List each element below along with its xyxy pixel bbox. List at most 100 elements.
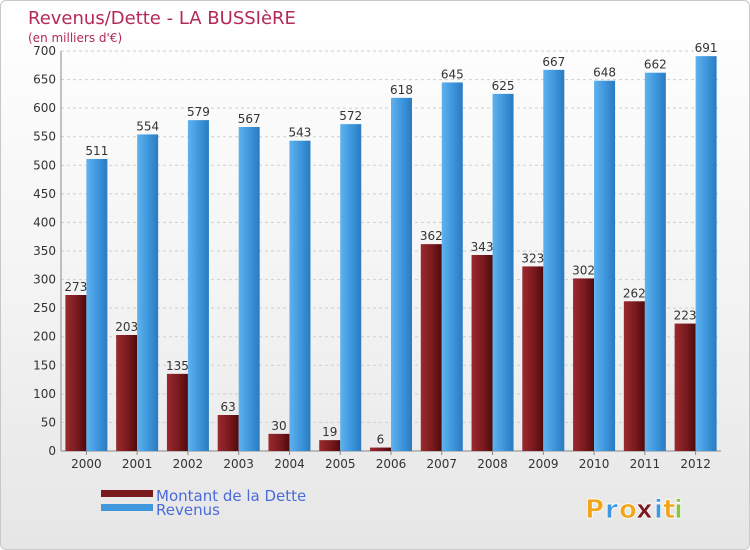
legend-label-revenus: Revenus — [156, 501, 220, 519]
bar-revenus — [187, 120, 209, 452]
bar-revenus — [644, 72, 666, 451]
y-axis: 0 50 100 150 200 250 300 350 400 450 500 550 600 650 7… — [33, 44, 62, 458]
x-tick-label: 2011 — [630, 457, 661, 471]
y-tick-label: 650 — [33, 73, 56, 87]
value-label-dette: 302 — [572, 263, 595, 277]
logo-letter: t — [663, 495, 675, 525]
x-axis: 2000 2001 2002 2003 2004 2005 2006 2007 2008 2009… — [71, 451, 711, 471]
legend: Montant de la Dette Revenus — [101, 487, 306, 519]
logo-letter: P — [585, 495, 604, 525]
value-label-revenus: 511 — [85, 144, 108, 158]
bar-dette — [268, 433, 290, 451]
bar-revenus — [238, 127, 260, 451]
y-tick-label: 100 — [33, 387, 56, 401]
value-label-dette: 262 — [623, 286, 646, 300]
value-label-revenus: 645 — [441, 67, 464, 81]
value-label-revenus: 625 — [492, 79, 515, 93]
value-label-revenus: 579 — [187, 105, 210, 119]
y-tick-label: 700 — [33, 44, 56, 58]
value-label-revenus: 648 — [593, 66, 616, 80]
bar-revenus — [289, 140, 311, 451]
y-tick-label: 500 — [33, 158, 56, 172]
value-label-dette: 30 — [271, 419, 286, 433]
x-tick-label: 2004 — [274, 457, 305, 471]
bar-revenus — [86, 159, 108, 451]
value-label-dette: 223 — [674, 309, 697, 323]
x-tick-label: 2008 — [477, 457, 508, 471]
legend-swatch-revenus — [101, 504, 153, 511]
bar-dette — [522, 266, 544, 451]
value-label-dette: 362 — [420, 229, 443, 243]
value-label-revenus: 662 — [644, 58, 667, 72]
value-label-dette: 203 — [115, 320, 138, 334]
value-label-revenus: 667 — [542, 55, 565, 69]
value-label-dette: 19 — [322, 425, 337, 439]
chart-subtitle: (en milliers d'€) — [28, 31, 122, 45]
bar-dette — [217, 415, 239, 451]
y-tick-label: 0 — [48, 444, 56, 458]
chart-title: Revenus/Dette - LA BUSSIèRE — [28, 8, 296, 29]
legend-swatch-debt — [101, 490, 153, 497]
bar-dette — [471, 255, 493, 451]
value-label-revenus: 567 — [238, 112, 261, 126]
logo-letter: o — [619, 495, 637, 525]
y-tick-label: 300 — [33, 273, 56, 287]
y-tick-label: 550 — [33, 130, 56, 144]
logo-letter: i — [674, 495, 683, 525]
y-tick-label: 50 — [41, 415, 56, 429]
value-label-revenus: 543 — [289, 126, 312, 140]
bar-revenus — [594, 80, 616, 451]
value-label-revenus: 691 — [695, 41, 718, 55]
x-tick-label: 2000 — [71, 457, 102, 471]
bar-dette — [370, 447, 391, 451]
y-tick-label: 250 — [33, 301, 56, 315]
bar-revenus — [695, 56, 717, 452]
value-label-revenus: 572 — [339, 109, 362, 123]
y-tick-label: 450 — [33, 187, 56, 201]
value-label-dette: 343 — [471, 240, 494, 254]
bar-dette — [573, 278, 595, 451]
bar-dette — [623, 301, 645, 451]
bar-revenus — [543, 69, 565, 451]
bar-dette — [674, 323, 696, 451]
y-tick-label: 400 — [33, 215, 56, 229]
bars-group: 273 511 203 554 135 579 63 567 30 543 19 572 6 618 362… — [64, 41, 718, 452]
bar-revenus — [340, 124, 362, 452]
x-tick-label: 2001 — [122, 457, 153, 471]
bar-dette — [319, 440, 341, 451]
y-tick-label: 600 — [33, 101, 56, 115]
bar-dette — [166, 373, 188, 451]
bar-revenus — [492, 93, 514, 451]
legend-label-debt: Montant de la Dette — [156, 487, 306, 505]
x-tick-label: 2003 — [223, 457, 254, 471]
x-tick-label: 2005 — [325, 457, 356, 471]
value-label-dette: 6 — [377, 433, 385, 447]
y-tick-label: 150 — [33, 358, 56, 372]
bar-revenus — [391, 97, 412, 451]
value-label-dette: 63 — [221, 400, 236, 414]
x-tick-label: 2007 — [426, 457, 457, 471]
logo-letter: r — [605, 495, 618, 525]
x-tick-label: 2002 — [173, 457, 204, 471]
bar-dette — [420, 244, 442, 451]
y-tick-label: 200 — [33, 330, 56, 344]
bar-revenus — [441, 82, 463, 451]
bar-revenus — [137, 134, 159, 451]
x-tick-label: 2012 — [680, 457, 711, 471]
y-tick-label: 350 — [33, 244, 56, 258]
value-label-dette: 273 — [64, 280, 87, 294]
x-tick-label: 2006 — [376, 457, 407, 471]
x-tick-label: 2009 — [528, 457, 559, 471]
value-label-revenus: 618 — [390, 83, 413, 97]
bar-dette — [116, 335, 138, 451]
logo-letter: i — [654, 495, 663, 525]
value-label-revenus: 554 — [136, 119, 159, 133]
logo-letter: x — [636, 495, 653, 525]
value-label-dette: 135 — [166, 359, 189, 373]
bar-dette — [65, 295, 87, 451]
x-tick-label: 2010 — [579, 457, 610, 471]
value-label-dette: 323 — [521, 251, 544, 265]
